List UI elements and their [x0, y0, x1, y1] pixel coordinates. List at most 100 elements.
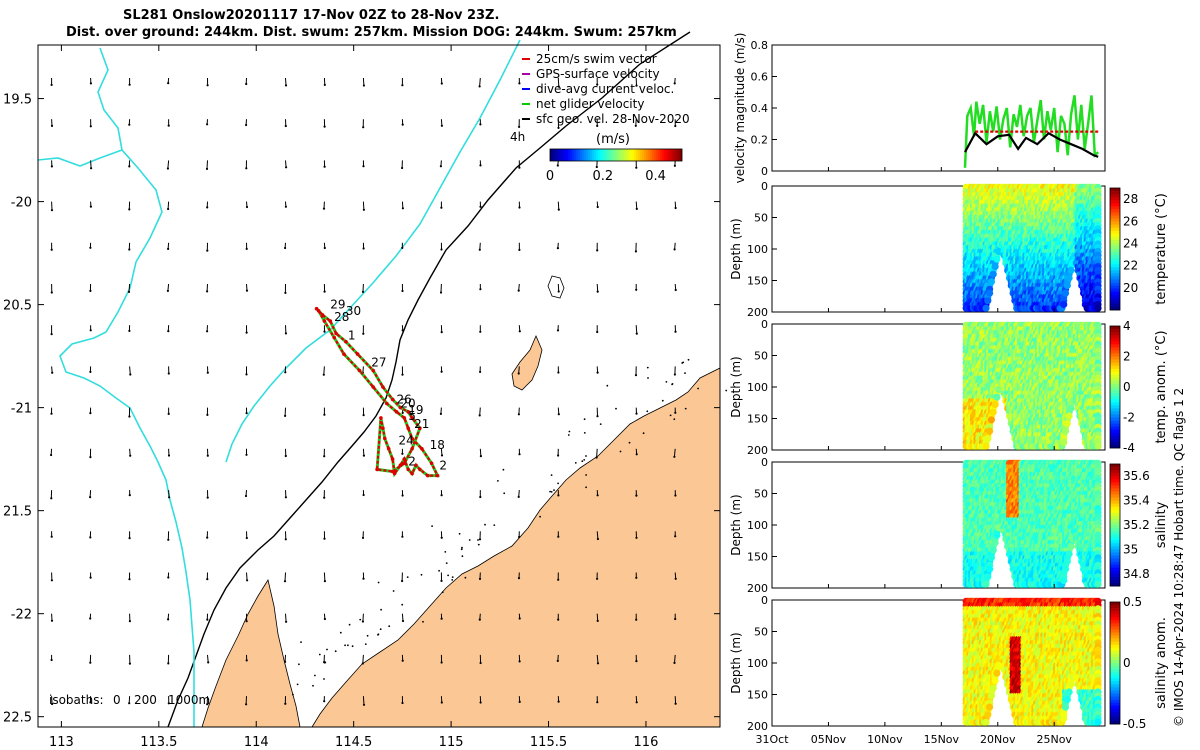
isobath-cyan-branch: [37, 149, 123, 167]
sfc-velocity-arrow: [167, 283, 170, 291]
sfc-velocity-arrowhead: [362, 414, 365, 417]
sfc-velocity-arrow: [518, 283, 520, 291]
sfc-velocity-arrowhead: [284, 454, 287, 458]
cape-landmass: [201, 578, 301, 728]
shoal-speck: [567, 434, 570, 436]
temperature-ytick-label: 50: [754, 212, 768, 225]
map-colorbar-cell: [552, 149, 555, 161]
track-day-label: 29: [330, 298, 345, 312]
sfc-velocity-arrowhead: [401, 166, 404, 170]
sfc-velocity-arrowhead: [89, 370, 92, 373]
track-point: [314, 306, 319, 311]
sfc-velocity-arrowhead: [596, 577, 599, 580]
sfc-velocity-arrowhead: [440, 701, 443, 704]
map-colorbar-cell: [550, 149, 553, 161]
sfc-velocity-arrow: [635, 201, 638, 209]
temperature-colorbar-tick-label: 22: [1123, 259, 1138, 273]
sfc-velocity-arrowhead: [635, 618, 638, 621]
shoal-speck: [539, 515, 541, 518]
map-colorbar-cell: [654, 149, 657, 161]
sfc-velocity-arrowhead: [479, 164, 482, 167]
map-colorbar-cell: [616, 149, 619, 161]
temperature-colorbar-label: temperature (°C): [1154, 193, 1169, 305]
track-point: [420, 447, 424, 451]
islet-outline: [547, 275, 565, 299]
map-ytick-label: 21.5: [3, 505, 32, 520]
sfc-velocity-arrowhead: [167, 538, 170, 541]
velocity-ytick-label: 0: [761, 165, 768, 178]
sfc-velocity-arrowhead: [285, 620, 288, 623]
temperature-cell: [1063, 281, 1071, 290]
map-colorbar-cell: [592, 149, 595, 161]
sfc-velocity-arrowhead: [245, 453, 248, 456]
sfc-velocity-arrowhead: [50, 412, 53, 415]
sfc-velocity-arrowhead: [517, 577, 521, 580]
sfc-velocity-arrowhead: [674, 535, 677, 538]
shoal-speck: [339, 631, 342, 634]
sfc-velocity-arrowhead: [206, 84, 209, 87]
sfc-velocity-arrowhead: [89, 701, 92, 704]
sfc-velocity-arrowhead: [128, 123, 131, 126]
shoal-speck: [646, 410, 649, 413]
shoal-speck: [380, 608, 382, 611]
sfc-velocity-arrowhead: [596, 494, 599, 497]
sfc-velocity-arrowhead: [440, 82, 443, 85]
track-day-label: 26: [397, 393, 412, 407]
sfc-velocity-arrowhead: [673, 373, 677, 376]
isobath-200m: [167, 31, 691, 728]
sfc-velocity-arrowhead: [284, 205, 287, 208]
map-colorbar-cell: [588, 149, 591, 161]
sfc-velocity-arrowhead: [401, 701, 404, 705]
sfc-velocity-arrowhead: [674, 577, 677, 580]
sfc-velocity-arrowhead: [128, 620, 131, 623]
temperature-colorbar-tick-label: 24: [1123, 236, 1138, 250]
map-xtick-label: 114.5: [335, 735, 372, 750]
figure-title-line1: SL281 Onslow20201117 17-Nov 02Z to 28-No…: [123, 8, 500, 23]
shoal-speck: [392, 590, 395, 592]
temperature-colorbar-cell: [1110, 252, 1120, 256]
sfc-velocity-arrow: [596, 283, 599, 292]
sfc-velocity-arrowhead: [634, 374, 638, 377]
sfc-velocity-arrowhead: [245, 167, 248, 170]
sfc-velocity-arrow: [207, 654, 209, 663]
sfc-velocity-arrowhead: [206, 413, 209, 416]
shoal-speck: [318, 653, 321, 656]
shoal-speck: [298, 663, 300, 666]
map-colorbar-cell: [644, 149, 647, 161]
shoal-speck: [458, 532, 461, 535]
sfc-velocity-arrowhead: [440, 617, 443, 620]
sfc-velocity-arrowhead: [478, 538, 482, 541]
sfc-velocity-arrowhead: [440, 579, 443, 583]
sfc-velocity-arrowhead: [635, 494, 638, 497]
map-colorbar-cell: [556, 149, 559, 161]
shoal-speck: [583, 459, 586, 461]
sfc-velocity-arrowhead: [439, 412, 442, 415]
shoal-speck: [460, 548, 463, 551]
sfc-velocity-arrowhead: [206, 206, 209, 209]
sfc-velocity-arrow: [479, 407, 481, 416]
sfc-velocity-arrowhead: [323, 496, 326, 499]
track-point: [334, 331, 338, 336]
sfc-velocity-arrowhead: [479, 330, 482, 333]
sfc-velocity-arrowhead: [556, 659, 559, 663]
sfc-velocity-arrowhead: [323, 330, 326, 333]
sfc-velocity-arrowhead: [283, 580, 287, 583]
track-point: [379, 416, 383, 420]
sfc-velocity-arrowhead: [167, 124, 170, 127]
sfc-velocity-arrowhead: [206, 249, 209, 252]
sfc-velocity-arrowhead: [89, 125, 92, 128]
map-colorbar-cell: [672, 149, 675, 161]
shoal-speck: [334, 650, 337, 653]
track-point: [381, 426, 385, 431]
temperature-cell: [987, 278, 996, 286]
temperature-colorbar-cell: [1110, 294, 1120, 299]
temperature-ytick-label: 150: [747, 275, 768, 288]
sfc-velocity-arrowhead: [674, 330, 677, 333]
temperature-cell: [993, 255, 1001, 263]
track-point: [402, 457, 407, 461]
map-ytick-label: -20: [11, 196, 32, 211]
sfc-velocity-arrowhead: [167, 207, 170, 211]
sfc-velocity-arrowhead: [245, 123, 248, 127]
sfc-velocity-arrowhead: [128, 208, 131, 211]
